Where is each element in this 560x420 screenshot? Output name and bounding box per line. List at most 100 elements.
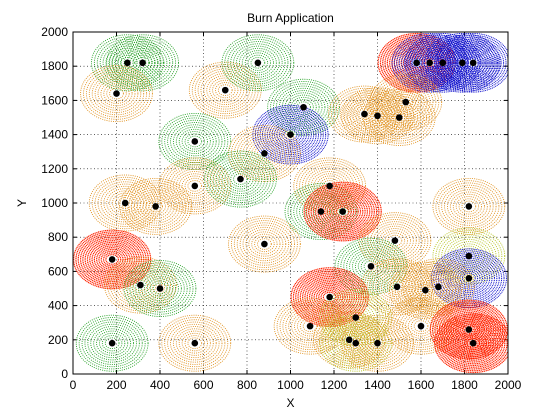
burn-contour	[437, 34, 508, 91]
burn-contour	[409, 57, 424, 69]
burn-contour	[170, 122, 220, 161]
burn-contour	[383, 276, 411, 298]
burn-contour	[248, 140, 281, 167]
burn-contour	[281, 127, 300, 142]
burn-contour	[461, 272, 476, 284]
data-point	[439, 59, 447, 67]
burn-contour	[459, 332, 487, 354]
burn-contour	[407, 315, 435, 337]
burn-contour	[308, 185, 378, 238]
data-point	[469, 339, 477, 347]
data-point	[469, 59, 477, 67]
burn-contour	[215, 159, 266, 199]
burn-contour	[227, 168, 254, 190]
burn-contour	[435, 32, 508, 93]
burn-contour	[318, 315, 380, 364]
burn-contour	[88, 71, 145, 116]
burn-contour	[369, 73, 443, 131]
burn-contour	[224, 36, 292, 89]
burn-contour	[463, 55, 483, 71]
burn-contour	[432, 227, 506, 285]
burn-contour	[372, 267, 422, 307]
x-tick-label: 1800	[451, 378, 478, 392]
burn-contour	[175, 126, 214, 157]
burn-contour	[307, 168, 352, 204]
burn-contour	[279, 302, 341, 351]
burn-contour	[344, 89, 411, 142]
burn-contour	[291, 311, 330, 342]
burn-contour	[449, 191, 488, 222]
burn-contour	[370, 337, 385, 350]
burn-contour	[212, 79, 239, 101]
burn-contour	[348, 337, 364, 350]
burn-contour	[381, 230, 409, 251]
burn-contour	[357, 255, 385, 277]
burn-contour	[327, 322, 372, 357]
y-tick-label: 200	[48, 333, 68, 347]
burn-contour	[371, 95, 427, 140]
burn-contour	[378, 271, 417, 302]
burn-contour	[452, 317, 485, 342]
burn-contour	[136, 191, 175, 222]
burn-contour	[342, 96, 387, 132]
burn-contour	[407, 55, 426, 70]
burn-contour	[203, 72, 248, 108]
data-point	[191, 339, 199, 347]
burn-contour	[365, 91, 433, 144]
burn-contour	[80, 65, 153, 123]
burn-contour	[449, 263, 488, 294]
burn-contour	[328, 321, 384, 365]
burn-contour	[360, 258, 382, 275]
burn-contour	[418, 284, 433, 297]
burn-contour	[161, 115, 229, 168]
burn-contour	[135, 269, 185, 308]
burn-contour	[146, 278, 174, 299]
burn-contour	[452, 193, 485, 220]
burn-contour	[381, 82, 431, 122]
data-point	[121, 199, 129, 207]
data-point	[465, 252, 473, 260]
y-tick-label: 1400	[41, 128, 68, 142]
burn-contour	[152, 282, 168, 295]
burn-contour	[278, 125, 303, 144]
burn-contour	[109, 87, 124, 100]
burn-contour	[239, 134, 290, 173]
data-point	[261, 150, 268, 157]
burn-contour	[419, 271, 458, 302]
burn-contour	[336, 92, 393, 136]
burn-contour	[389, 261, 462, 319]
burn-contour	[436, 315, 508, 372]
burn-contour	[117, 43, 168, 83]
burn-contour	[241, 50, 274, 76]
burn-contour	[178, 128, 211, 155]
x-tick-label: 1000	[277, 378, 304, 392]
burn-contour	[254, 235, 275, 253]
x-tick-label: 800	[237, 378, 257, 392]
burn-contour	[341, 87, 414, 145]
burn-contour	[361, 214, 429, 267]
x-tick-label: 1200	[321, 378, 348, 392]
burn-contour	[315, 286, 344, 308]
y-tick-label: 1600	[41, 93, 68, 107]
burn-contour	[433, 40, 491, 86]
burn-contour	[106, 34, 179, 92]
burn-contour	[104, 256, 177, 314]
burn-contour	[343, 244, 399, 288]
burn-contour	[333, 90, 396, 139]
data-point	[465, 203, 473, 210]
burn-contour	[170, 166, 220, 206]
burn-contour	[416, 269, 461, 304]
burn-contour	[94, 76, 139, 111]
burn-contour	[372, 75, 440, 129]
burn-contour	[228, 215, 301, 273]
burn-contour	[445, 49, 479, 76]
burn-contour	[346, 319, 409, 368]
burn-contour	[117, 197, 133, 209]
burn-contour	[252, 104, 329, 165]
burn-contour	[406, 275, 445, 306]
burn-contour	[331, 87, 398, 141]
burn-contour	[100, 80, 133, 107]
burn-contour	[132, 266, 188, 311]
burn-contour	[387, 234, 403, 247]
